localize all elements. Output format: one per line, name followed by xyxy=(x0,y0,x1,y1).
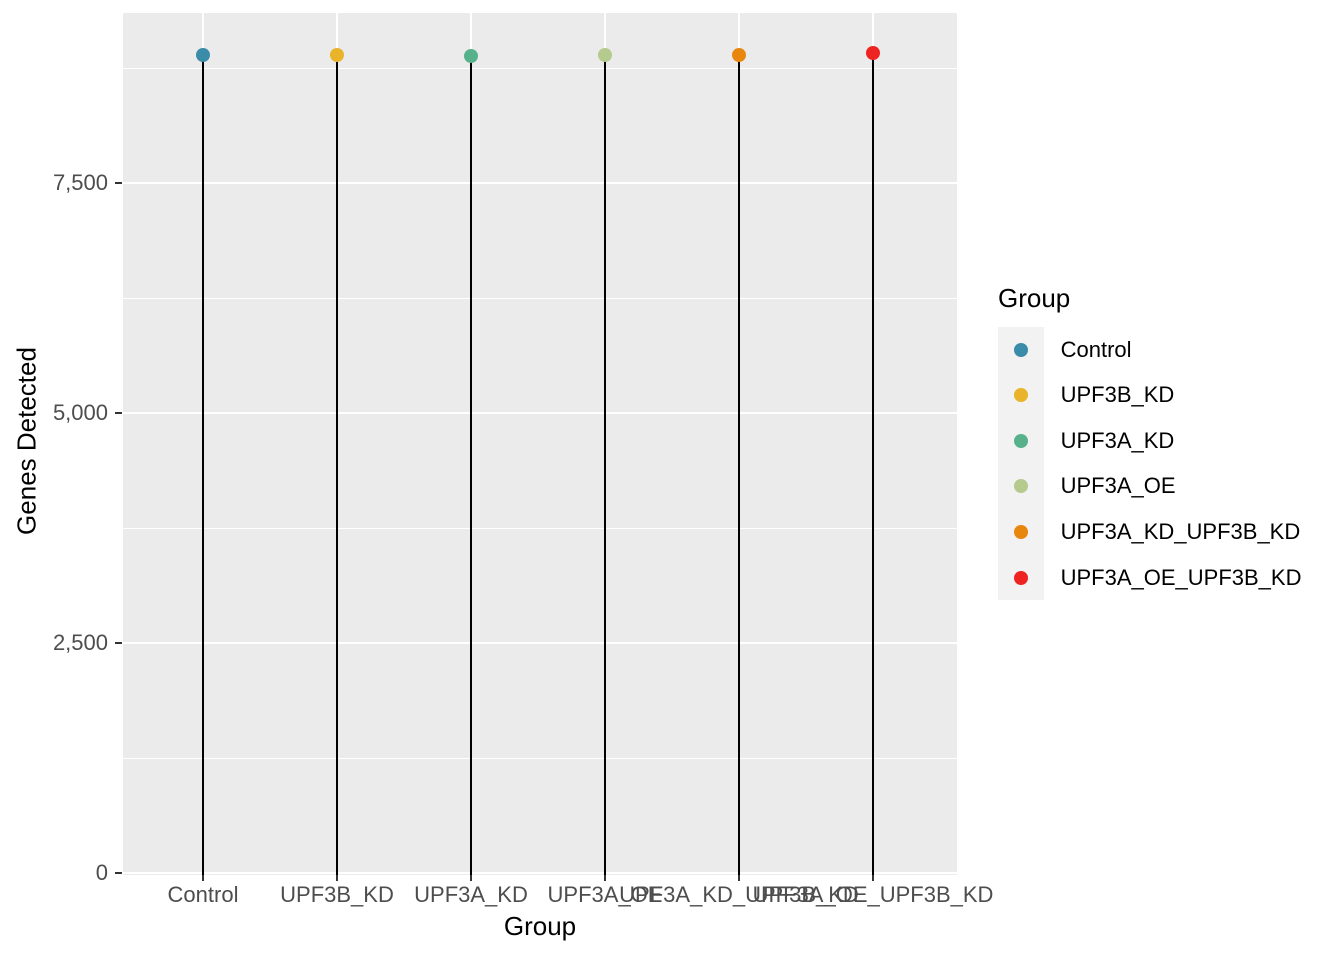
stems-layer xyxy=(123,13,957,875)
x-axis-title: Group xyxy=(503,911,577,941)
legend-items: Control UPF3B_KD UPF3A_KD UPF3A_OE UPF3A_KD_… xyxy=(998,326,1302,601)
y-tick-label: 2,500 xyxy=(52,630,108,655)
legend-item-label: UPF3A_KD_UPF3B_KD xyxy=(1060,519,1301,545)
legend-item: UPF3B_KD xyxy=(998,372,1301,419)
legend-item-label: UPF3A_OE xyxy=(1060,473,1176,499)
x-tick-mark xyxy=(470,875,472,881)
y-major-gridline xyxy=(123,642,957,644)
legend-key xyxy=(998,463,1044,510)
lollipop-stem xyxy=(872,53,874,875)
y-tick-label: 7,500 xyxy=(52,170,108,195)
data-point xyxy=(866,46,880,61)
y-minor-gridline xyxy=(123,297,957,299)
x-tick-label: UPF3A_OE_UPF3B_KD xyxy=(752,882,994,907)
legend-key xyxy=(998,554,1044,601)
legend-key xyxy=(998,326,1044,373)
legend-item: UPF3A_OE_UPF3B_KD xyxy=(998,554,1302,601)
data-point xyxy=(330,48,344,63)
y-axis-title: Genes Detected xyxy=(11,347,42,535)
legend-point-icon xyxy=(1013,342,1028,357)
legend-item: UPF3A_OE xyxy=(998,463,1301,510)
legend-key xyxy=(998,418,1044,464)
y-major-gridline xyxy=(123,872,957,874)
y-minor-gridline xyxy=(123,67,957,69)
x-tick-mark xyxy=(604,875,606,881)
data-point xyxy=(464,49,478,64)
y-tick-label: 5,000 xyxy=(52,400,108,425)
y-tick-mark xyxy=(115,412,122,414)
legend-key xyxy=(998,509,1044,555)
x-tick-label: UPF3A_OE xyxy=(547,882,663,907)
legend: Group Control UPF3B_KD UPF3A_KD UPF3A_OE UPF… xyxy=(998,283,1302,601)
x-tick-mark xyxy=(872,875,874,881)
legend-item-label: Control xyxy=(1060,336,1132,362)
legend-point-icon xyxy=(1013,570,1028,585)
legend-point-icon xyxy=(1013,525,1028,540)
legend-point-icon xyxy=(1013,479,1028,494)
y-minor-gridline xyxy=(123,527,957,529)
legend-item: UPF3A_KD xyxy=(998,418,1301,464)
legend-point-icon xyxy=(1013,388,1028,403)
x-tick-label: UPF3A_KD xyxy=(414,882,528,907)
data-point xyxy=(598,48,612,63)
lollipop-stem xyxy=(470,56,472,875)
x-tick-label: UPF3A_KD_UPF3B_KD xyxy=(619,882,859,907)
dots-layer xyxy=(123,13,957,875)
y-tick-mark xyxy=(115,642,122,644)
legend-item: UPF3A_KD_UPF3B_KD xyxy=(998,509,1301,555)
x-tick-mark xyxy=(336,875,338,881)
x-tick-label: Control xyxy=(167,882,239,907)
legend-item-label: UPF3A_OE_UPF3B_KD xyxy=(1060,564,1302,590)
lollipop-stem xyxy=(202,55,204,875)
legend-item-label: UPF3B_KD xyxy=(1060,382,1175,408)
y-tick-mark xyxy=(115,182,122,184)
legend-title: Group xyxy=(998,283,1071,313)
data-point xyxy=(732,48,746,63)
lollipop-stem xyxy=(604,55,606,875)
data-point xyxy=(196,48,210,63)
lollipop-stem xyxy=(738,55,740,875)
y-major-gridline xyxy=(123,182,957,184)
x-tick-mark xyxy=(738,875,740,881)
y-major-gridline xyxy=(123,412,957,414)
legend-item: Control xyxy=(998,326,1301,373)
legend-key xyxy=(998,372,1044,419)
x-tick-mark xyxy=(202,875,204,881)
legend-item-label: UPF3A_KD xyxy=(1060,427,1175,453)
plot-panel xyxy=(123,13,957,875)
legend-point-icon xyxy=(1013,433,1028,448)
y-minor-gridline xyxy=(123,757,957,759)
lollipop-stem xyxy=(336,55,338,875)
y-tick-mark xyxy=(115,872,122,874)
y-tick-label: 0 xyxy=(95,860,108,885)
x-tick-label: UPF3B_KD xyxy=(280,882,394,907)
